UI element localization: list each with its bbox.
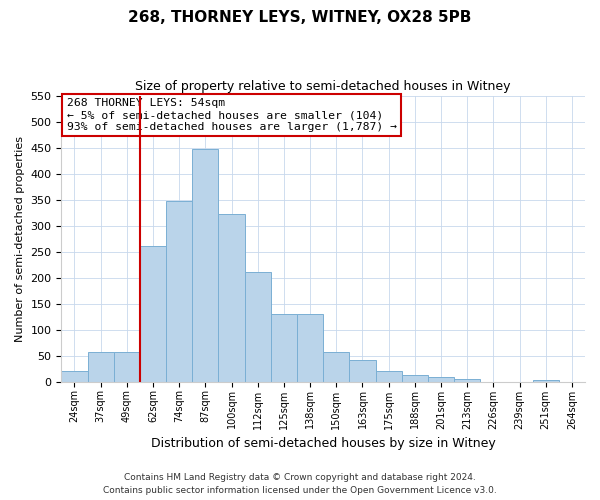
Text: 268, THORNEY LEYS, WITNEY, OX28 5PB: 268, THORNEY LEYS, WITNEY, OX28 5PB — [128, 10, 472, 25]
Title: Size of property relative to semi-detached houses in Witney: Size of property relative to semi-detach… — [136, 80, 511, 93]
Bar — [349, 360, 376, 382]
Bar — [193, 149, 218, 382]
Bar — [323, 352, 349, 382]
X-axis label: Distribution of semi-detached houses by size in Witney: Distribution of semi-detached houses by … — [151, 437, 496, 450]
Bar — [166, 201, 193, 382]
Bar — [402, 375, 428, 382]
Bar — [297, 314, 323, 382]
Bar — [140, 246, 166, 382]
Text: 268 THORNEY LEYS: 54sqm
← 5% of semi-detached houses are smaller (104)
93% of se: 268 THORNEY LEYS: 54sqm ← 5% of semi-det… — [67, 98, 397, 132]
Bar — [114, 352, 140, 382]
Bar — [88, 352, 114, 382]
Bar — [271, 314, 297, 382]
Bar — [454, 379, 480, 382]
Bar — [245, 272, 271, 382]
Y-axis label: Number of semi-detached properties: Number of semi-detached properties — [15, 136, 25, 342]
Text: Contains HM Land Registry data © Crown copyright and database right 2024.
Contai: Contains HM Land Registry data © Crown c… — [103, 474, 497, 495]
Bar — [218, 214, 245, 382]
Bar — [61, 371, 88, 382]
Bar — [533, 380, 559, 382]
Bar — [428, 378, 454, 382]
Bar — [376, 371, 402, 382]
